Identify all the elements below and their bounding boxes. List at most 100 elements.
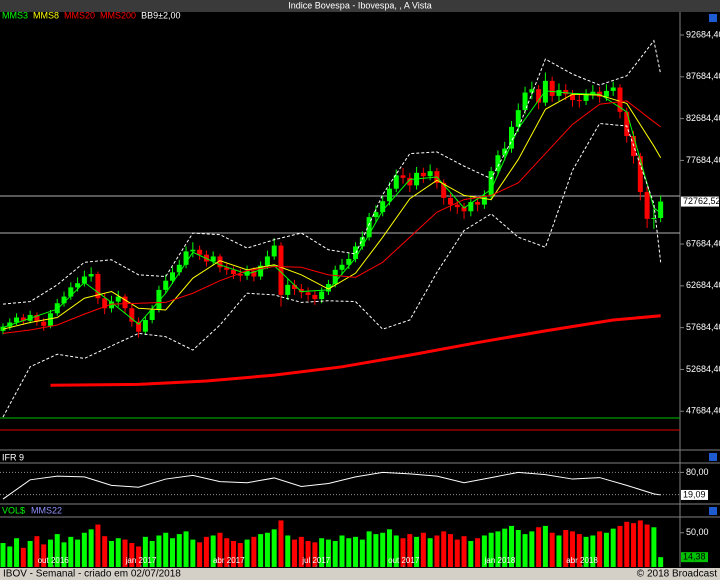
volume-bar xyxy=(0,543,6,567)
volume-bar xyxy=(556,535,562,567)
volume-bar xyxy=(393,535,399,567)
status-left: IBOV - Semanal - criado em 02/07/2018 xyxy=(3,569,181,580)
volume-bar xyxy=(278,520,284,567)
volume-bar xyxy=(597,531,603,567)
candle-body xyxy=(305,292,311,295)
candle-body xyxy=(400,175,406,178)
volume-bar xyxy=(142,536,148,567)
panel-button[interactable] xyxy=(709,453,717,461)
candle-body xyxy=(502,148,508,156)
volume-bar xyxy=(54,534,60,567)
candle-body xyxy=(142,319,148,332)
volume-bar xyxy=(509,525,514,567)
volume-bar xyxy=(183,531,189,567)
last-value-box xyxy=(681,489,708,500)
candle-body xyxy=(658,201,664,218)
candle-body xyxy=(41,321,47,326)
candle-body xyxy=(292,284,298,290)
volume-bar xyxy=(454,539,460,567)
volume-bar xyxy=(61,542,67,567)
last-value-box xyxy=(681,552,708,563)
candle-body xyxy=(563,90,569,95)
candle-body xyxy=(278,245,284,295)
candle-body xyxy=(237,273,243,276)
y-tick-label: 87684,40 xyxy=(686,71,720,81)
volume-bar xyxy=(617,525,623,567)
volume-bar xyxy=(108,540,114,567)
candle-body xyxy=(102,298,108,309)
volume-bar xyxy=(129,543,135,567)
volume-bar xyxy=(258,534,264,567)
volume-bar xyxy=(461,536,467,567)
candle-body xyxy=(393,175,399,189)
x-tick-label: out 2017 xyxy=(388,556,420,565)
indicator-line xyxy=(50,314,661,387)
candle-body xyxy=(576,100,582,102)
candle-body xyxy=(637,156,643,193)
candle-body xyxy=(183,251,189,265)
volume-bar xyxy=(136,546,142,567)
candle-body xyxy=(617,87,623,112)
volume-bar xyxy=(47,539,53,567)
candle-body xyxy=(624,111,630,137)
volume-bar xyxy=(637,520,643,567)
volume-bar xyxy=(102,536,108,567)
volume-bar xyxy=(386,529,392,567)
panel-button[interactable] xyxy=(709,507,717,515)
volume-bar xyxy=(610,528,616,567)
volume-bar xyxy=(624,521,630,567)
panel-button[interactable] xyxy=(709,14,717,22)
volume-bar xyxy=(75,539,81,567)
x-tick-label: jan 2017 xyxy=(125,556,157,565)
candle-body xyxy=(380,201,386,213)
volume-bar xyxy=(231,540,237,567)
candle-body xyxy=(298,289,304,293)
candle-body xyxy=(88,273,94,277)
candle-body xyxy=(339,264,345,270)
candle-body xyxy=(264,256,270,266)
candle-body xyxy=(346,258,352,265)
volume-bar xyxy=(576,534,582,567)
volume-bar xyxy=(34,536,40,567)
indicator-line xyxy=(2,93,662,330)
candle-body xyxy=(373,212,379,218)
volume-bar xyxy=(244,539,250,567)
candle-body xyxy=(170,272,175,281)
volume-bar xyxy=(603,532,609,567)
candle-body xyxy=(407,177,413,186)
candle-body xyxy=(47,313,53,326)
legend-entry: BB9±2,00 xyxy=(141,10,180,20)
chart-title: Indice Bovespa - Ibovespa, , A Vista xyxy=(288,0,431,10)
candle-body xyxy=(325,284,331,292)
volume-bar xyxy=(407,534,413,567)
volume-bar xyxy=(346,538,352,567)
candle-body xyxy=(319,291,325,300)
candle-body xyxy=(34,314,40,322)
volume-bar xyxy=(190,539,196,567)
candle-body xyxy=(651,217,657,219)
candle-body xyxy=(312,294,318,300)
volume-bar xyxy=(590,535,596,567)
volume-bar xyxy=(420,532,426,567)
candle-body xyxy=(359,237,365,247)
ifr-line xyxy=(2,471,661,500)
legend-entry: MMS8 xyxy=(33,10,59,20)
volume-bar xyxy=(217,532,223,567)
volume-bar xyxy=(495,531,501,567)
volume-bar xyxy=(210,535,216,567)
volume-bar xyxy=(515,530,521,567)
status-bar xyxy=(0,568,720,580)
volume-bar xyxy=(644,524,650,567)
volume-bar xyxy=(68,536,74,567)
volume-bar xyxy=(651,527,657,567)
volume-bar xyxy=(170,538,175,567)
volume-bar xyxy=(197,542,203,567)
volume-bar xyxy=(475,538,481,567)
candle-body xyxy=(217,256,223,268)
volume-bar xyxy=(264,532,270,567)
candle-body xyxy=(468,202,474,212)
legend-entry: MMS22 xyxy=(31,505,62,515)
volume-bar xyxy=(414,536,420,567)
candle-body xyxy=(366,217,372,238)
volume-bar xyxy=(20,547,26,567)
